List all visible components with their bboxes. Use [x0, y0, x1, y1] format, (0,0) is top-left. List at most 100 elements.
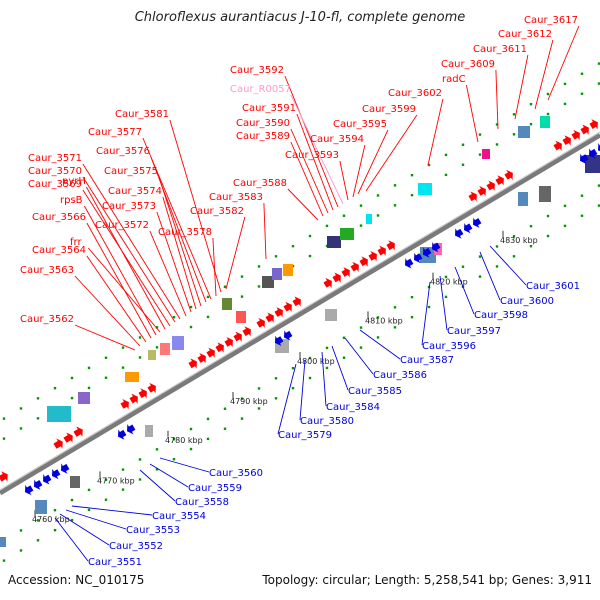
reverse-gene-label: Caur_3587 [400, 355, 454, 366]
forward-gene-label: Caur_3595 [333, 119, 387, 130]
forward-gene-label: Caur_3572 [95, 220, 149, 231]
reverse-leader-line [321, 351, 327, 407]
forward-leader-line [82, 163, 181, 320]
reverse-leader-line [277, 363, 297, 435]
feature-marker [236, 311, 246, 323]
track-dot [580, 72, 584, 75]
track-dot [138, 336, 142, 339]
forward-gene-label: Caur_3563 [20, 265, 74, 276]
reverse-gene-label: Caur_3579 [278, 430, 332, 441]
forward-gene-label: Caur_3571 [28, 153, 82, 164]
track-dot [478, 133, 482, 136]
track-dot [393, 306, 397, 309]
forward-leader-line [212, 237, 217, 297]
genome-summary: Topology: circular; Length: 5,258,541 bp… [262, 573, 592, 587]
track-dot [53, 386, 57, 390]
feature-marker [540, 116, 550, 128]
forward-gene-arrow [368, 251, 377, 262]
forward-gene-label: Caur_3566 [32, 212, 86, 223]
reverse-gene-label: Caur_3559 [188, 483, 242, 494]
track-dot [257, 265, 261, 268]
track-dot [495, 123, 499, 126]
forward-gene-label: Caur_3564 [32, 245, 86, 256]
track-dot [257, 387, 261, 390]
reverse-leader-line [489, 245, 527, 286]
track-dot [172, 315, 176, 319]
track-dot [104, 498, 108, 501]
forward-gene-arrow [486, 180, 495, 191]
reverse-gene-label: Caur_3598 [474, 310, 528, 321]
track-dot [70, 498, 74, 502]
scale-label: 4810 kbp [365, 316, 403, 325]
track-dot [478, 275, 482, 278]
track-dot [461, 163, 465, 166]
accession-text: Accession: NC_010175 [8, 573, 145, 587]
forward-gene-arrow [468, 191, 477, 202]
forward-leader-line [82, 176, 176, 323]
track-dot [274, 255, 278, 258]
forward-leader-line [514, 54, 529, 120]
track-dot [461, 265, 465, 268]
forward-gene-arrow [256, 317, 265, 329]
forward-gene-arrow [571, 129, 580, 141]
reverse-gene-arrow [43, 474, 52, 485]
feature-marker [539, 186, 551, 202]
track-dot [104, 478, 108, 481]
forward-gene-label: Caur_3590 [236, 118, 290, 129]
track-dot [342, 336, 346, 339]
forward-gene-arrow [265, 312, 274, 323]
reverse-gene-label: Caur_3551 [88, 557, 142, 568]
track-dot [36, 397, 40, 400]
track-dot [206, 437, 210, 441]
forward-gene-arrow [129, 393, 138, 404]
reverse-leader-line [59, 513, 110, 546]
track-dot [478, 153, 482, 156]
forward-gene-label: Caur_3573 [102, 201, 156, 212]
reverse-leader-line [159, 457, 210, 473]
forward-leader-line [82, 189, 171, 327]
reverse-gene-label: Caur_3585 [348, 386, 402, 397]
reverse-gene-arrow [275, 335, 284, 347]
track-dot [70, 376, 74, 380]
track-dot [359, 346, 363, 349]
reverse-gene-label: Caur_3596 [422, 341, 476, 352]
track-dot [121, 488, 125, 491]
track-dot [138, 478, 142, 481]
scale-label: 4780 kbp [165, 436, 203, 445]
reverse-gene-label: Caur_3558 [175, 497, 229, 508]
feature-marker [35, 500, 47, 514]
track-dot [444, 173, 448, 177]
forward-gene-arrow [377, 245, 386, 256]
forward-leader-line [158, 176, 202, 307]
track-dot [376, 194, 380, 197]
track-dot [359, 224, 363, 227]
reverse-gene-arrow [473, 217, 482, 228]
forward-leader-line [290, 94, 344, 205]
reverse-gene-arrow [52, 468, 61, 480]
feature-marker [172, 336, 184, 350]
forward-gene-arrow [341, 267, 350, 278]
track-dot [410, 315, 414, 319]
forward-leader-line [86, 186, 166, 330]
track-dot [121, 346, 125, 349]
forward-leader-line [142, 137, 212, 300]
forward-leader-line [427, 98, 444, 166]
track-dot [563, 102, 567, 106]
forward-gene-arrow [323, 277, 332, 289]
track-dot [155, 346, 159, 349]
track-dot [121, 366, 125, 369]
forward-gene-label: Caur_3589 [236, 131, 290, 142]
track-dot [36, 539, 40, 542]
track-dot [563, 204, 567, 208]
forward-gene-label: Caur_3593 [285, 150, 339, 161]
feature-marker [222, 298, 232, 310]
forward-gene-label: Caur_3599 [362, 104, 416, 115]
track-dot [189, 325, 193, 329]
forward-leader-line [495, 69, 499, 130]
reverse-gene-arrow [464, 222, 473, 234]
track-dot [410, 295, 414, 299]
track-dot [206, 417, 210, 421]
feature-marker [148, 350, 156, 360]
track-dot [444, 295, 448, 299]
track-dot [376, 214, 380, 217]
